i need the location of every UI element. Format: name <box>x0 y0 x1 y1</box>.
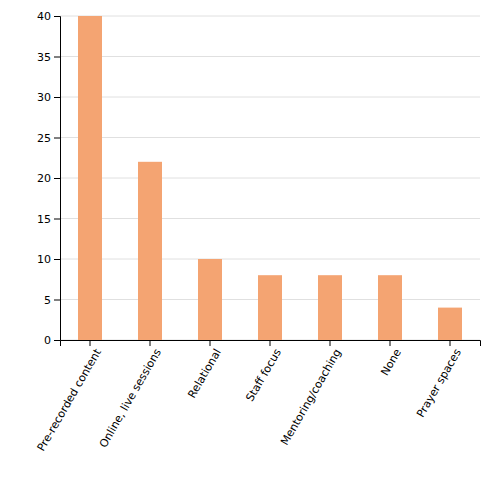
grid-line <box>60 259 480 260</box>
grid <box>60 16 480 340</box>
x-tick-label: Staff focus <box>243 346 284 403</box>
y-tick-mark <box>54 138 60 139</box>
x-tick: None <box>378 340 404 378</box>
y-axis-line <box>54 17 61 341</box>
x-tick: Online, live sessions <box>97 340 164 450</box>
chart-container: 0 5 10 15 20 25 30 35 40 Pre-recorded contentOnli… <box>0 0 496 500</box>
y-tick-label: 15 <box>37 213 51 226</box>
grid-line <box>60 137 480 138</box>
y-tick-label: 20 <box>37 172 51 185</box>
y-tick: 25 <box>37 132 60 145</box>
x-tick-mark <box>270 340 271 346</box>
bar <box>318 275 342 340</box>
x-tick-label: Prayer spaces <box>414 346 464 419</box>
x-tick-mark <box>450 340 451 346</box>
y-tick-mark <box>54 259 60 260</box>
y-tick: 35 <box>37 51 60 64</box>
x-tick-mark <box>330 340 331 346</box>
grid-line <box>60 178 480 179</box>
x-tick: Relational <box>185 340 224 400</box>
y-tick-mark <box>54 178 60 179</box>
x-tick-label: Relational <box>185 347 224 401</box>
y-axis: 0 5 10 15 20 25 30 35 40 <box>37 10 61 347</box>
y-tick-label: 40 <box>37 10 51 23</box>
x-axis: Pre-recorded contentOnline, live session… <box>35 340 481 454</box>
grid-line <box>60 16 480 17</box>
x-tick-label: Pre-recorded content <box>35 346 105 454</box>
y-tick-mark <box>54 340 60 341</box>
y-tick-label: 0 <box>44 334 51 347</box>
y-tick-label: 5 <box>44 294 51 307</box>
plot: 0 5 10 15 20 25 30 35 40 Pre-recorded contentOnli… <box>35 10 481 454</box>
y-tick: 5 <box>44 294 60 307</box>
x-tick-mark <box>390 340 391 346</box>
bar <box>378 275 402 340</box>
x-axis-line <box>61 341 481 347</box>
x-tick-mark <box>150 340 151 346</box>
y-tick-mark <box>54 300 60 301</box>
x-tick: Pre-recorded content <box>35 340 105 454</box>
bar <box>198 259 222 340</box>
y-tick: 0 <box>44 334 60 347</box>
x-tick: Staff focus <box>243 340 284 404</box>
x-tick-label: None <box>378 346 404 378</box>
x-tick: Mentoring/coaching <box>278 340 344 448</box>
x-tick-label: Mentoring/coaching <box>278 347 344 448</box>
bar <box>258 275 282 340</box>
grid-line <box>60 56 480 57</box>
y-tick-mark <box>54 16 60 17</box>
bar <box>138 162 162 340</box>
y-tick-label: 30 <box>37 91 51 104</box>
y-tick-mark <box>54 219 60 220</box>
y-tick-mark <box>54 97 60 98</box>
y-tick: 20 <box>37 172 60 185</box>
bar <box>78 16 102 340</box>
x-tick-mark <box>210 340 211 346</box>
y-tick: 10 <box>37 253 60 266</box>
chart-svg: 0 5 10 15 20 25 30 35 40 Pre-recorded contentOnli… <box>0 0 496 500</box>
y-tick-label: 25 <box>37 132 51 145</box>
y-tick: 30 <box>37 91 60 104</box>
x-tick: Prayer spaces <box>414 340 464 420</box>
y-tick: 40 <box>37 10 60 23</box>
x-tick-mark <box>90 340 91 346</box>
y-tick-mark <box>54 57 60 58</box>
y-tick-label: 10 <box>37 253 51 266</box>
x-tick-label: Online, live sessions <box>97 346 164 450</box>
bars <box>78 16 462 340</box>
y-tick: 15 <box>37 213 60 226</box>
bar <box>438 308 462 340</box>
grid-line <box>60 97 480 98</box>
y-tick-label: 35 <box>37 51 51 64</box>
grid-line <box>60 218 480 219</box>
